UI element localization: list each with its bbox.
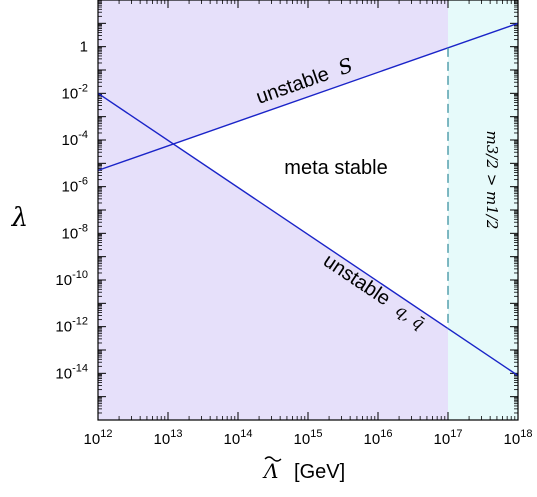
y-tick-label: 10-2 (62, 82, 88, 102)
y-axis-label: λ (11, 203, 28, 233)
gravitino-mass-condition-label: m3/2 > m1/2 (483, 131, 501, 230)
x-tick-label: 1013 (154, 428, 183, 448)
x-axis-unit: [GeV] (294, 461, 345, 483)
x-tick-label: 1014 (224, 428, 253, 448)
x-tick-label: 1015 (294, 428, 323, 448)
gravitino-region (448, 0, 518, 420)
y-tick-label: 10-4 (62, 129, 88, 149)
tilde-accent (264, 456, 282, 462)
x-tick-label: 1018 (504, 428, 533, 448)
x-tick-label: 1016 (364, 428, 393, 448)
x-axis-label: Λ [GeV] (262, 459, 345, 483)
y-tick-label: 10-12 (55, 316, 88, 336)
y-tick-label: 10-8 (62, 222, 88, 242)
y-tick-label: 10-10 (55, 269, 88, 289)
meta-stable-region (173, 47, 448, 329)
plot-frame (97, 0, 519, 421)
x-tick-label: 1017 (434, 428, 463, 448)
y-tick-label: 1 (80, 39, 88, 56)
y-tick-label: 10-14 (55, 362, 88, 382)
x-tick-label: 1012 (84, 428, 113, 448)
y-tick-label: 10-6 (62, 176, 88, 196)
lambda-cap-symbol: Λ (262, 459, 278, 483)
meta-stable-label: meta stable (284, 157, 387, 179)
